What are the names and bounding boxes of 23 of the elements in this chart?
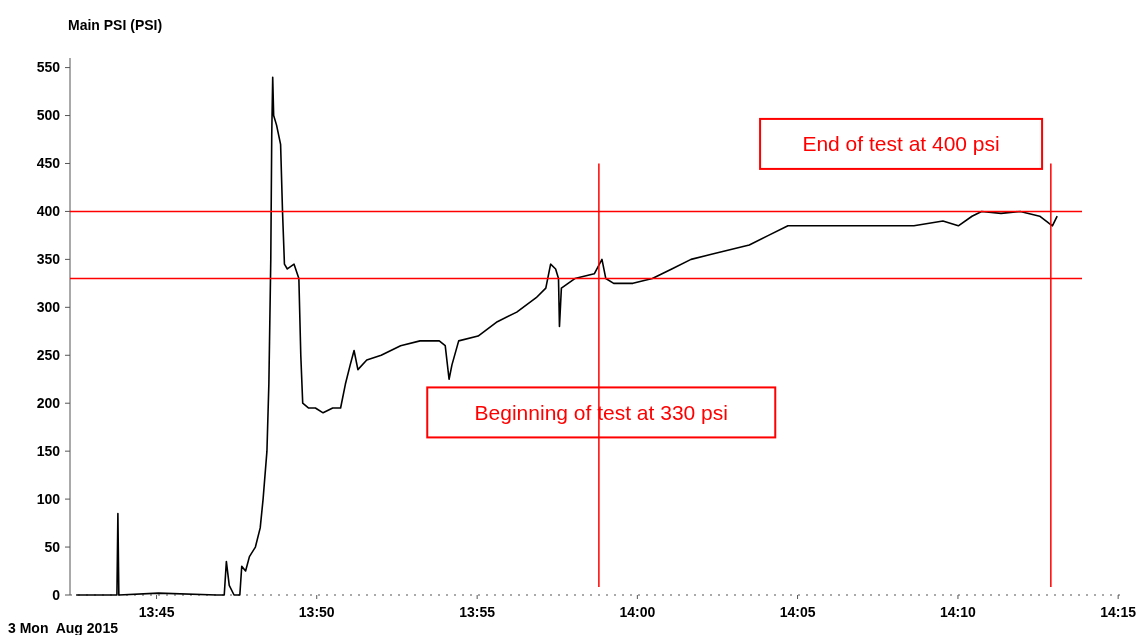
y-tick-label: 550 [36, 59, 61, 76]
y-tick-label: 50 [44, 538, 61, 555]
y-tick-label: 150 [36, 443, 61, 460]
y-tick-label: 350 [36, 251, 61, 268]
x-tick-label: 14:15 [1100, 604, 1137, 620]
x-tick-label: 14:10 [940, 604, 977, 620]
annotation: End of test at 400 psi [802, 132, 1000, 156]
y-tick-label: 450 [36, 155, 61, 172]
line-series [75, 76, 1058, 596]
text: 3 Mon Aug 2015 [8, 620, 119, 636]
y-tick-label: 500 [36, 107, 61, 124]
x-tick-label: 14:00 [619, 604, 656, 620]
x-tick-label: 14:05 [779, 604, 816, 620]
y-tick-label: 300 [36, 299, 61, 316]
y-tick-label: 200 [36, 395, 61, 412]
y-tick-label: 100 [36, 491, 61, 508]
y-tick-label: 0 [52, 586, 61, 603]
x-tick-label: 13:50 [298, 604, 335, 620]
y-tick-label: 250 [36, 347, 61, 364]
y-axis-title: Main PSI (PSI) [68, 17, 163, 33]
y-tick-label: 400 [36, 203, 61, 220]
x-tick-label: 13:45 [138, 604, 175, 620]
x-tick-label: 13:55 [459, 604, 496, 620]
